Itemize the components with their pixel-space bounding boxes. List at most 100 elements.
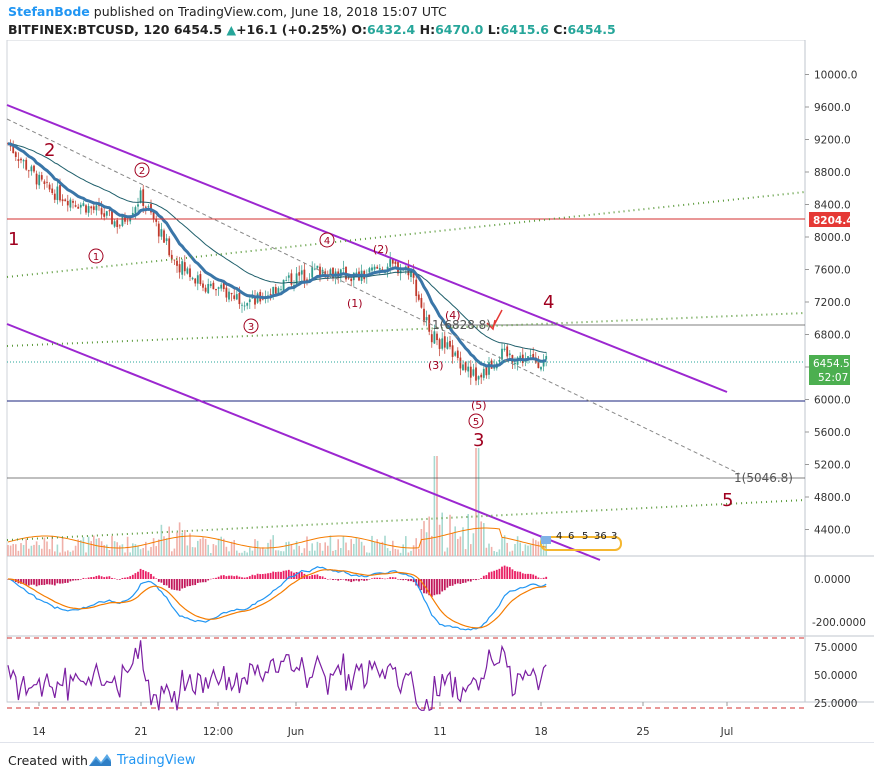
minor-tag-frame bbox=[540, 536, 622, 551]
candle-body bbox=[342, 267, 345, 269]
macd-bar bbox=[462, 579, 464, 583]
volume-bar bbox=[371, 535, 373, 556]
svg-text:3: 3 bbox=[248, 322, 254, 333]
macd-bar bbox=[389, 577, 392, 579]
volume-bar bbox=[22, 544, 25, 556]
volume-bar bbox=[425, 532, 428, 556]
green-dotted-lower[interactable] bbox=[6, 499, 806, 541]
macd-bar bbox=[508, 567, 511, 579]
macd-bar bbox=[313, 574, 316, 579]
candle-body bbox=[48, 184, 51, 190]
candle-body bbox=[222, 282, 225, 290]
candle-body bbox=[415, 279, 418, 296]
candle-body bbox=[12, 145, 15, 154]
macd-bar bbox=[51, 579, 54, 585]
macd-bar bbox=[436, 579, 438, 595]
rsi-pane[interactable]: 75.0000 50.0000 25.0000 bbox=[7, 637, 857, 712]
minor-tag-4: 3 bbox=[611, 531, 617, 542]
macd-bar bbox=[129, 576, 132, 579]
macd-bar bbox=[53, 579, 56, 586]
macd-bar bbox=[233, 576, 236, 579]
volume-bar bbox=[316, 541, 319, 556]
macd-bar bbox=[295, 572, 298, 579]
macd-bar bbox=[511, 569, 514, 579]
volume-bar bbox=[74, 545, 77, 556]
volume-bar bbox=[314, 550, 316, 556]
macd-bar bbox=[454, 579, 457, 585]
volume-bar bbox=[48, 549, 51, 556]
candle-body bbox=[488, 362, 490, 375]
volume-bar bbox=[35, 541, 38, 556]
volume-bar bbox=[238, 552, 241, 556]
lower-channel-line[interactable] bbox=[6, 323, 601, 561]
volume-bar bbox=[82, 537, 85, 556]
macd-bar bbox=[472, 579, 475, 580]
upper-channel-line[interactable] bbox=[6, 104, 728, 393]
volume-bar bbox=[464, 549, 467, 556]
candle-body bbox=[462, 364, 464, 371]
macd-pane[interactable]: 0.0000 -200.0000 bbox=[7, 565, 866, 631]
green-dotted-middle[interactable] bbox=[6, 312, 806, 347]
volume-bar bbox=[72, 550, 74, 556]
volume-bar bbox=[59, 552, 61, 556]
volume-bar bbox=[116, 542, 118, 556]
volume-bar bbox=[20, 543, 22, 556]
macd-bar bbox=[532, 574, 535, 579]
fib-upper-label: 1(6828.8) bbox=[432, 318, 491, 332]
macd-bar bbox=[503, 565, 506, 579]
time-tick-label: Jun bbox=[287, 726, 304, 738]
candle-body bbox=[529, 355, 532, 357]
author-link[interactable]: StefanBode bbox=[8, 4, 90, 19]
candle-body bbox=[30, 166, 33, 172]
candle-body bbox=[449, 341, 451, 347]
candle-body bbox=[74, 205, 77, 207]
macd-bar bbox=[381, 578, 384, 579]
macd-bar bbox=[519, 571, 522, 579]
created-with-text: Created with bbox=[8, 753, 88, 768]
candle-body bbox=[303, 269, 306, 281]
macd-bar bbox=[121, 577, 124, 579]
volume-bar bbox=[173, 548, 176, 556]
macd-signal-line bbox=[7, 569, 547, 629]
time-axis[interactable]: 14 21 12:00 Jun 11 18 25 Jul bbox=[32, 702, 733, 738]
candle-body bbox=[196, 275, 199, 284]
macd-bar bbox=[98, 575, 100, 579]
price-tick-label: 4800.0 bbox=[814, 492, 851, 504]
tradingview-link[interactable]: TradingView bbox=[117, 753, 196, 768]
macd-bar bbox=[334, 579, 337, 580]
grey-trendline[interactable] bbox=[6, 118, 741, 475]
volume-bar bbox=[168, 526, 170, 556]
macd-bar bbox=[545, 576, 548, 579]
volume-bar bbox=[405, 536, 407, 556]
close-value: 6454.5 bbox=[567, 22, 616, 37]
volume-bar bbox=[308, 550, 311, 556]
candle-body bbox=[142, 189, 145, 206]
candle-body bbox=[98, 205, 100, 207]
candle-body bbox=[300, 270, 303, 275]
macd-bar bbox=[360, 579, 363, 581]
macd-bar bbox=[137, 571, 139, 579]
symbol-label[interactable]: BITFINEX:BTCUSD, 120 bbox=[8, 22, 170, 37]
macd-bar bbox=[433, 579, 436, 596]
macd-bar bbox=[85, 578, 87, 579]
macd-bar bbox=[46, 579, 48, 585]
price-axis[interactable]: 10000.0 9600.0 9200.0 8800.0 8400.0 8000.0 760… bbox=[805, 70, 857, 537]
macd-bar bbox=[371, 578, 373, 579]
open-value: 6432.4 bbox=[367, 22, 416, 37]
price-timer-text: 52:07 bbox=[818, 372, 848, 384]
chart-canvas[interactable]: 1(6828.8) 1(5046.8) 1 2 3 4 5 (1) (2) (3… bbox=[0, 40, 874, 742]
volume-bar bbox=[334, 549, 337, 556]
svg-text:5: 5 bbox=[473, 417, 479, 428]
volume-bar bbox=[93, 535, 95, 556]
candle-body bbox=[274, 287, 277, 294]
macd-bar bbox=[152, 576, 155, 579]
macd-bar bbox=[220, 575, 223, 579]
slow-ma-line bbox=[7, 143, 547, 353]
volume-bar bbox=[194, 547, 196, 556]
circled-label-3: 3 bbox=[243, 318, 259, 334]
volume-bar bbox=[337, 539, 339, 556]
macd-bar bbox=[316, 574, 319, 579]
macd-bar bbox=[82, 577, 85, 579]
candle-body bbox=[69, 199, 72, 208]
volume-bar bbox=[441, 512, 443, 556]
